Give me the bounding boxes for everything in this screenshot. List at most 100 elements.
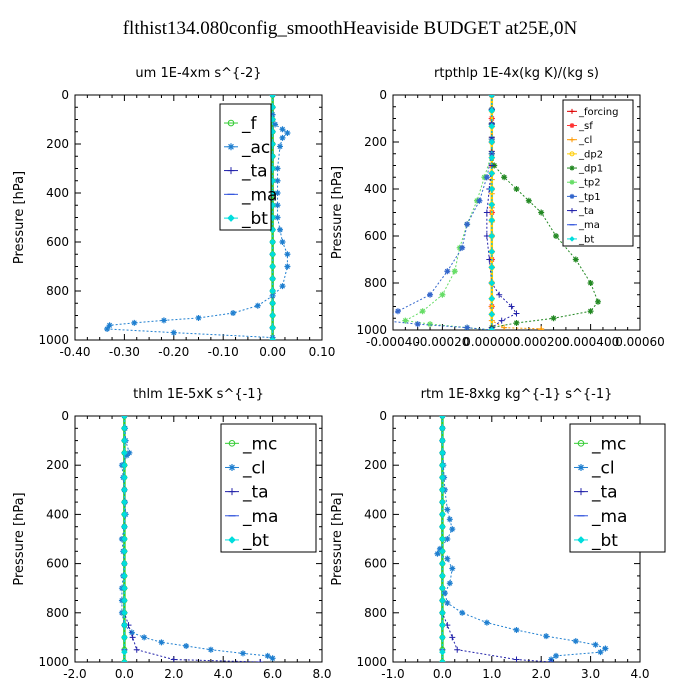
data-point xyxy=(513,310,520,317)
data-point xyxy=(488,107,496,115)
legend-label: _ta xyxy=(578,206,594,217)
legend-marker xyxy=(227,167,235,175)
data-point xyxy=(444,555,451,562)
data-point xyxy=(414,321,421,328)
data-point xyxy=(439,535,446,543)
data-point xyxy=(439,461,446,469)
data-point xyxy=(121,511,128,518)
panel-title: rtm 1E-8xkg kg^{-1} s^{-1} xyxy=(421,387,613,402)
data-point xyxy=(553,233,560,239)
y-tick-label: 0 xyxy=(61,409,69,423)
data-point xyxy=(441,590,448,597)
data-point xyxy=(483,209,490,216)
series-ac xyxy=(104,95,291,340)
plot-area xyxy=(118,416,276,662)
data-point xyxy=(269,287,276,295)
data-point xyxy=(284,129,291,136)
x-tick-label: 4.0 xyxy=(214,667,233,681)
data-point xyxy=(449,634,456,641)
data-point xyxy=(128,629,135,636)
y-tick-label: 0 xyxy=(379,88,387,102)
legend-label: _ma xyxy=(578,220,600,231)
data-point xyxy=(269,336,276,340)
data-point xyxy=(439,547,446,555)
data-point xyxy=(454,646,461,653)
data-point xyxy=(279,134,286,141)
data-point xyxy=(488,216,496,224)
series-bt xyxy=(121,416,128,662)
x-tick-label: 0.00 xyxy=(259,345,286,359)
y-tick-label: 400 xyxy=(46,507,69,521)
data-point xyxy=(269,312,276,319)
data-point xyxy=(269,111,276,118)
data-point xyxy=(121,560,128,567)
data-point xyxy=(257,659,264,662)
data-point xyxy=(488,138,496,146)
data-point xyxy=(449,526,456,533)
data-point xyxy=(269,250,276,258)
chart-panel-3: thlm 1E-5xK s^{-1} Pressure [hPa] -2.0 0.0 2… xyxy=(12,387,332,681)
legend-label: _ac xyxy=(241,138,270,158)
data-point xyxy=(476,197,483,204)
data-point xyxy=(141,634,148,641)
data-point xyxy=(121,597,128,604)
data-point xyxy=(279,239,286,245)
data-point xyxy=(488,232,496,240)
panel-title: um 1E-4xm s^{-2} xyxy=(135,66,261,81)
figure-title: flthist134.080config_smoothHeaviside BUD… xyxy=(122,18,578,39)
data-point xyxy=(254,302,261,309)
y-tick-label: 1000 xyxy=(356,655,387,669)
data-point xyxy=(170,656,177,662)
data-point xyxy=(123,452,130,459)
data-point xyxy=(439,449,446,457)
series-bt xyxy=(488,95,496,330)
x-tick-label: 2.0 xyxy=(532,667,551,681)
data-point xyxy=(439,572,446,580)
data-point xyxy=(444,599,451,606)
legend: _mc _cl _ta _ma _bt xyxy=(569,423,666,553)
data-point xyxy=(439,609,446,617)
data-point xyxy=(183,643,190,650)
legend-marker xyxy=(569,208,575,214)
x-tick-label: 0.0 xyxy=(115,667,134,681)
panel-title: rtpthlp 1E-4x(kg K)/(kg s) xyxy=(434,66,599,81)
y-axis-label: Pressure [hPa] xyxy=(330,166,345,259)
data-point xyxy=(501,324,508,330)
data-point xyxy=(488,248,496,256)
y-tick-label: 0 xyxy=(61,88,69,102)
data-point xyxy=(439,648,446,656)
data-point xyxy=(446,580,453,587)
legend-marker xyxy=(577,536,585,544)
data-point xyxy=(543,633,550,640)
y-tick-label: 800 xyxy=(46,606,69,620)
legend-label: _ta xyxy=(242,483,269,503)
data-point xyxy=(129,634,136,641)
series-ta xyxy=(439,416,555,662)
legend-marker xyxy=(228,463,236,471)
legend: _f _ac _ta _ma _bt xyxy=(219,103,277,231)
legend-label: _tp2 xyxy=(578,178,601,189)
series-line xyxy=(393,95,493,330)
data-point xyxy=(439,424,446,432)
legend-label: _sf xyxy=(578,121,593,132)
data-point xyxy=(269,324,276,332)
legend-box xyxy=(220,423,317,553)
y-tick-label: 800 xyxy=(364,606,387,620)
legend-marker xyxy=(228,536,236,544)
data-point xyxy=(592,641,599,648)
y-tick-label: 400 xyxy=(364,182,387,196)
legend-label: _cl xyxy=(242,458,266,478)
data-point xyxy=(572,638,579,645)
data-point xyxy=(459,244,466,251)
x-tick-label: 0.10 xyxy=(309,345,336,359)
x-tick-label: 4.0 xyxy=(630,667,649,681)
legend-label: _dp2 xyxy=(578,149,603,160)
legend-marker xyxy=(569,137,575,143)
y-tick-label: 400 xyxy=(364,507,387,521)
data-point xyxy=(488,295,496,303)
data-point xyxy=(488,154,496,162)
data-point xyxy=(131,319,138,326)
y-axis-label: Pressure [hPa] xyxy=(330,492,345,585)
data-point xyxy=(488,95,496,99)
data-point xyxy=(106,322,113,329)
